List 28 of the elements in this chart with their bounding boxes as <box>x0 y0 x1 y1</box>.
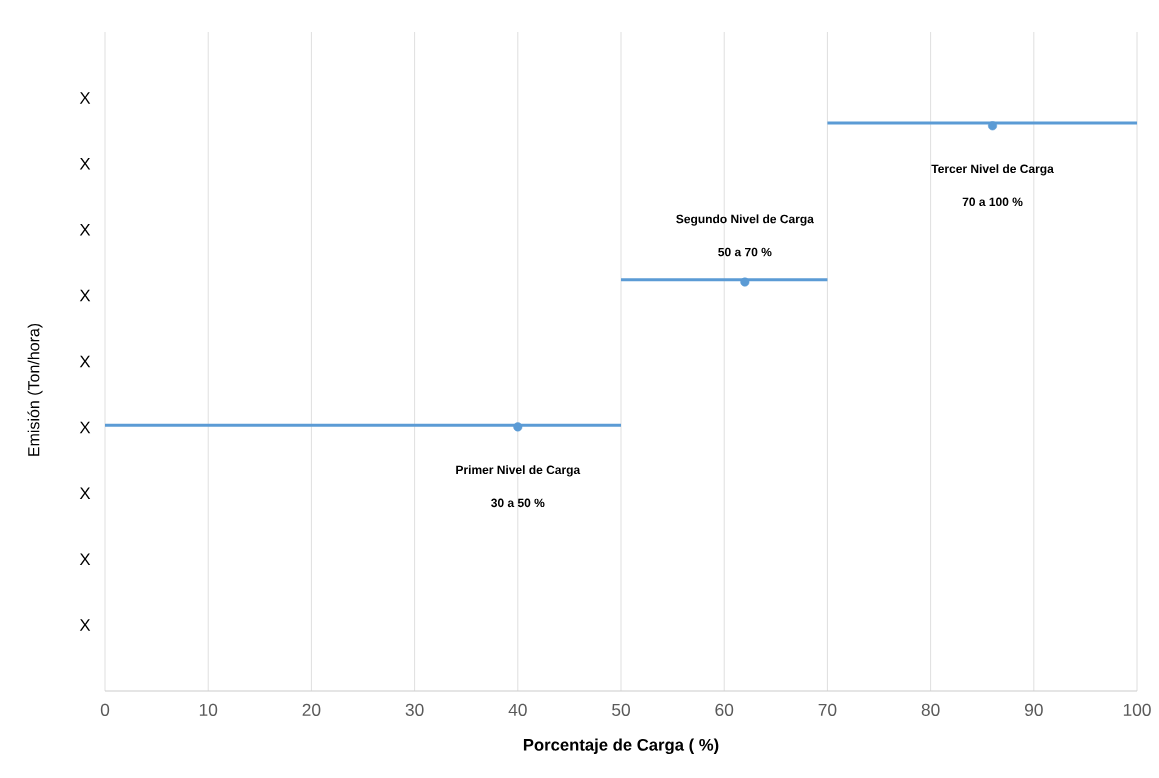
y-axis-title: Emisión (Ton/hora) <box>27 323 43 456</box>
text: X <box>79 289 91 302</box>
annotation: 50 a 70 % <box>718 247 772 257</box>
annotation: Primer Nivel de Carga <box>456 465 581 477</box>
x-tick-label: 20 <box>302 703 321 716</box>
text: X <box>79 355 91 368</box>
x-tick-label: 40 <box>508 703 527 716</box>
x-tick-label: 90 <box>1024 703 1043 716</box>
x-tick-label: 60 <box>715 703 734 716</box>
annotation: Tercer Nivel de Carga <box>931 164 1054 176</box>
x-axis-title: Porcentaje de Carga ( %) <box>523 738 719 755</box>
annotation: 70 a 100 % <box>962 197 1023 207</box>
x-tick-label: 0 <box>100 703 110 716</box>
text: X <box>79 158 91 170</box>
text: X <box>79 421 91 434</box>
x-tick-label: 10 <box>199 703 218 716</box>
annotation: 30 a 50 % <box>491 498 545 508</box>
text: X <box>79 223 91 236</box>
x-tick-label: 50 <box>612 703 630 716</box>
text: X <box>79 553 91 565</box>
x-tick-label: 30 <box>405 703 424 716</box>
text: X <box>79 619 91 631</box>
x-tick-label: 80 <box>921 703 940 716</box>
x-tick-label: 70 <box>818 703 837 716</box>
annotation: Segundo Nivel de Carga <box>676 214 814 226</box>
text: X <box>79 487 91 500</box>
text: X <box>79 92 91 104</box>
x-tick-label: 100 <box>1123 703 1151 716</box>
